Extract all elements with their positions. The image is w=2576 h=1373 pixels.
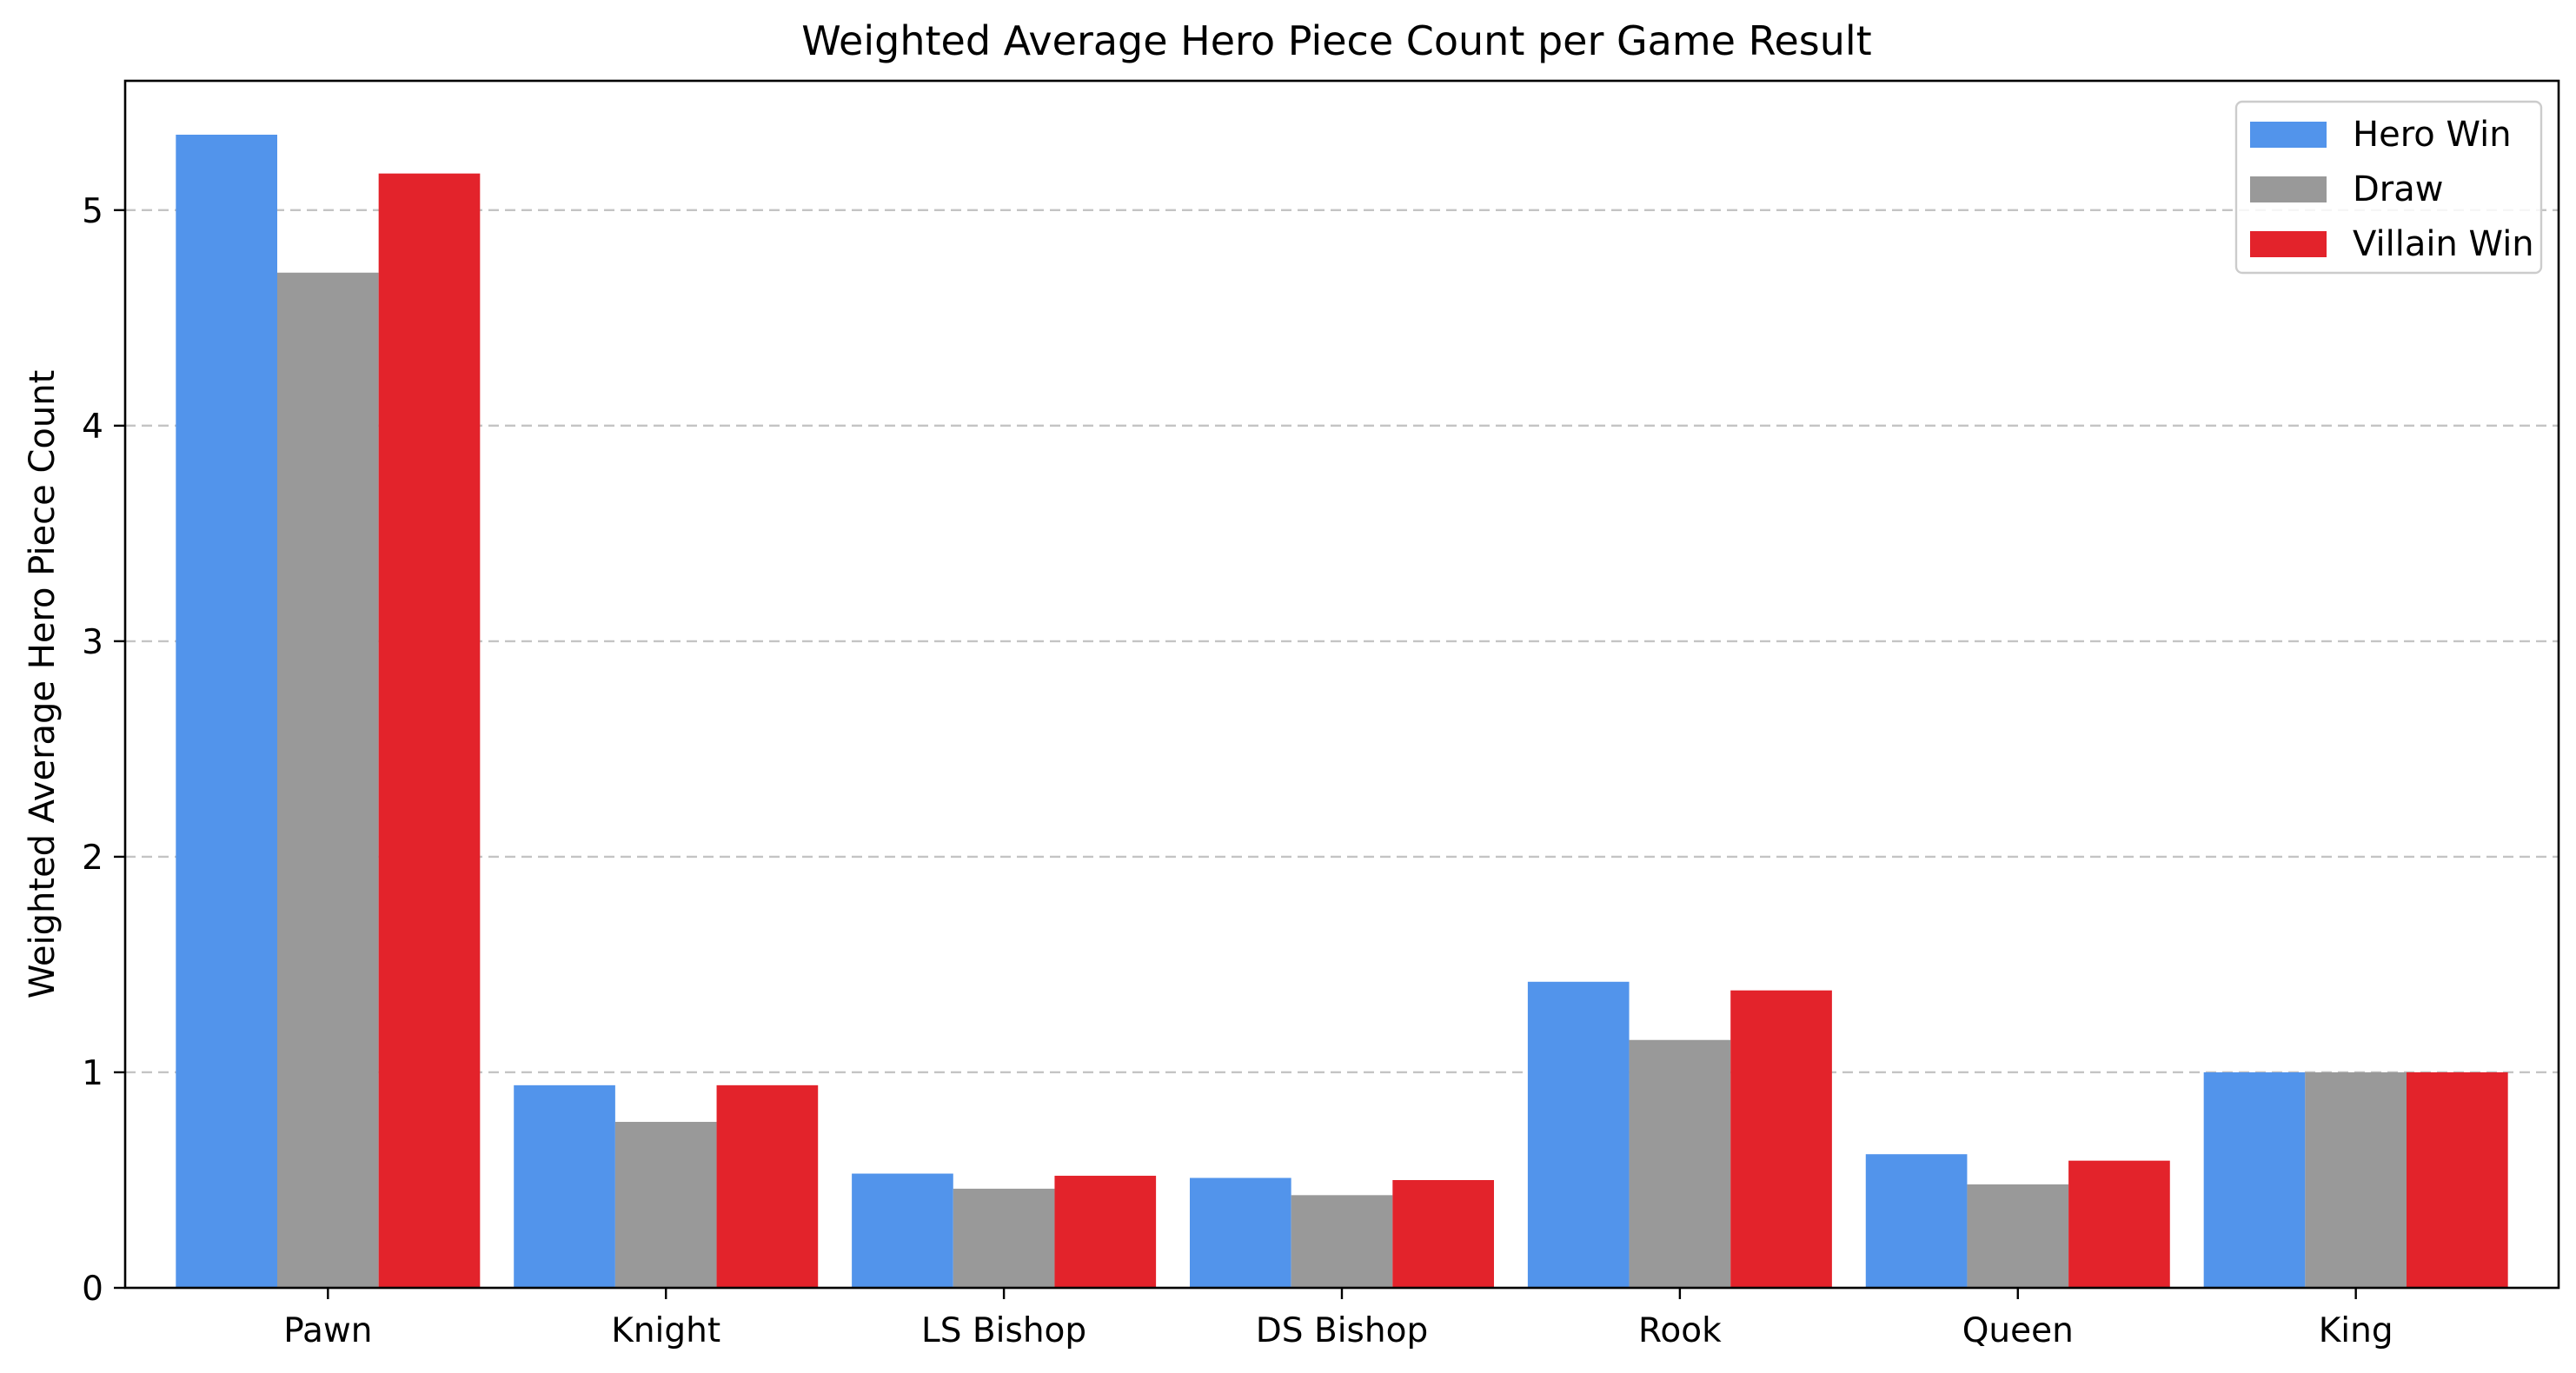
x-tick-label: LS Bishop xyxy=(921,1311,1086,1350)
legend-swatch xyxy=(2250,176,2327,202)
bar-villain-win xyxy=(1392,1179,1494,1288)
chart-title: Weighted Average Hero Piece Count per Ga… xyxy=(801,17,1871,64)
bar-hero-win xyxy=(176,135,277,1289)
y-tick-label: 5 xyxy=(82,192,103,231)
y-tick-label: 0 xyxy=(82,1270,103,1309)
bar-draw xyxy=(614,1122,717,1288)
bars xyxy=(176,135,2508,1289)
y-axis-ticks: 0 1 2 3 4 5 xyxy=(82,192,125,1309)
y-tick-label: 4 xyxy=(82,408,103,447)
bar-villain-win xyxy=(716,1084,819,1288)
bar-draw xyxy=(953,1188,1055,1288)
bar-hero-win xyxy=(1865,1154,1968,1288)
bar-draw xyxy=(1291,1195,1393,1288)
legend: Hero Win Draw Villain Win xyxy=(2234,100,2543,275)
bar-draw xyxy=(2305,1071,2407,1288)
x-tick-label: DS Bishop xyxy=(1256,1311,1428,1350)
legend-label: Villain Win xyxy=(2353,224,2534,264)
y-tick-label: 3 xyxy=(82,623,103,662)
bar-villain-win xyxy=(2407,1071,2508,1288)
bar-villain-win xyxy=(1054,1176,1157,1288)
bar-hero-win xyxy=(514,1084,615,1288)
bar-draw xyxy=(1629,1039,1731,1288)
x-axis-ticks: Pawn Knight LS Bishop DS Bishop Rook Queen Kin… xyxy=(283,1288,2393,1350)
legend-label: Hero Win xyxy=(2353,115,2512,155)
x-tick-label: Queen xyxy=(1962,1311,2074,1350)
bar-villain-win xyxy=(378,173,481,1288)
plot-frame xyxy=(123,79,2560,1290)
bar-hero-win xyxy=(2203,1071,2306,1288)
y-tick-label: 2 xyxy=(82,839,103,878)
gridlines xyxy=(125,209,2559,1074)
x-tick-label: Pawn xyxy=(283,1311,372,1350)
bar-villain-win xyxy=(2068,1160,2170,1288)
legend-swatch xyxy=(2250,122,2327,148)
bar-villain-win xyxy=(1730,990,1832,1288)
y-tick-label: 1 xyxy=(82,1054,103,1093)
legend-swatch xyxy=(2250,231,2327,257)
x-tick-label: King xyxy=(2319,1311,2393,1350)
bar-hero-win xyxy=(1190,1177,1291,1288)
y-axis-label: Weighted Average Hero Piece Count xyxy=(23,370,63,999)
x-tick-label: Rook xyxy=(1638,1311,1722,1350)
bar-hero-win xyxy=(852,1173,953,1288)
bar-draw xyxy=(277,272,379,1288)
legend-label: Draw xyxy=(2353,169,2443,209)
bar-draw xyxy=(1967,1184,2069,1288)
bar-hero-win xyxy=(1527,981,1630,1288)
x-tick-label: Knight xyxy=(611,1311,720,1350)
